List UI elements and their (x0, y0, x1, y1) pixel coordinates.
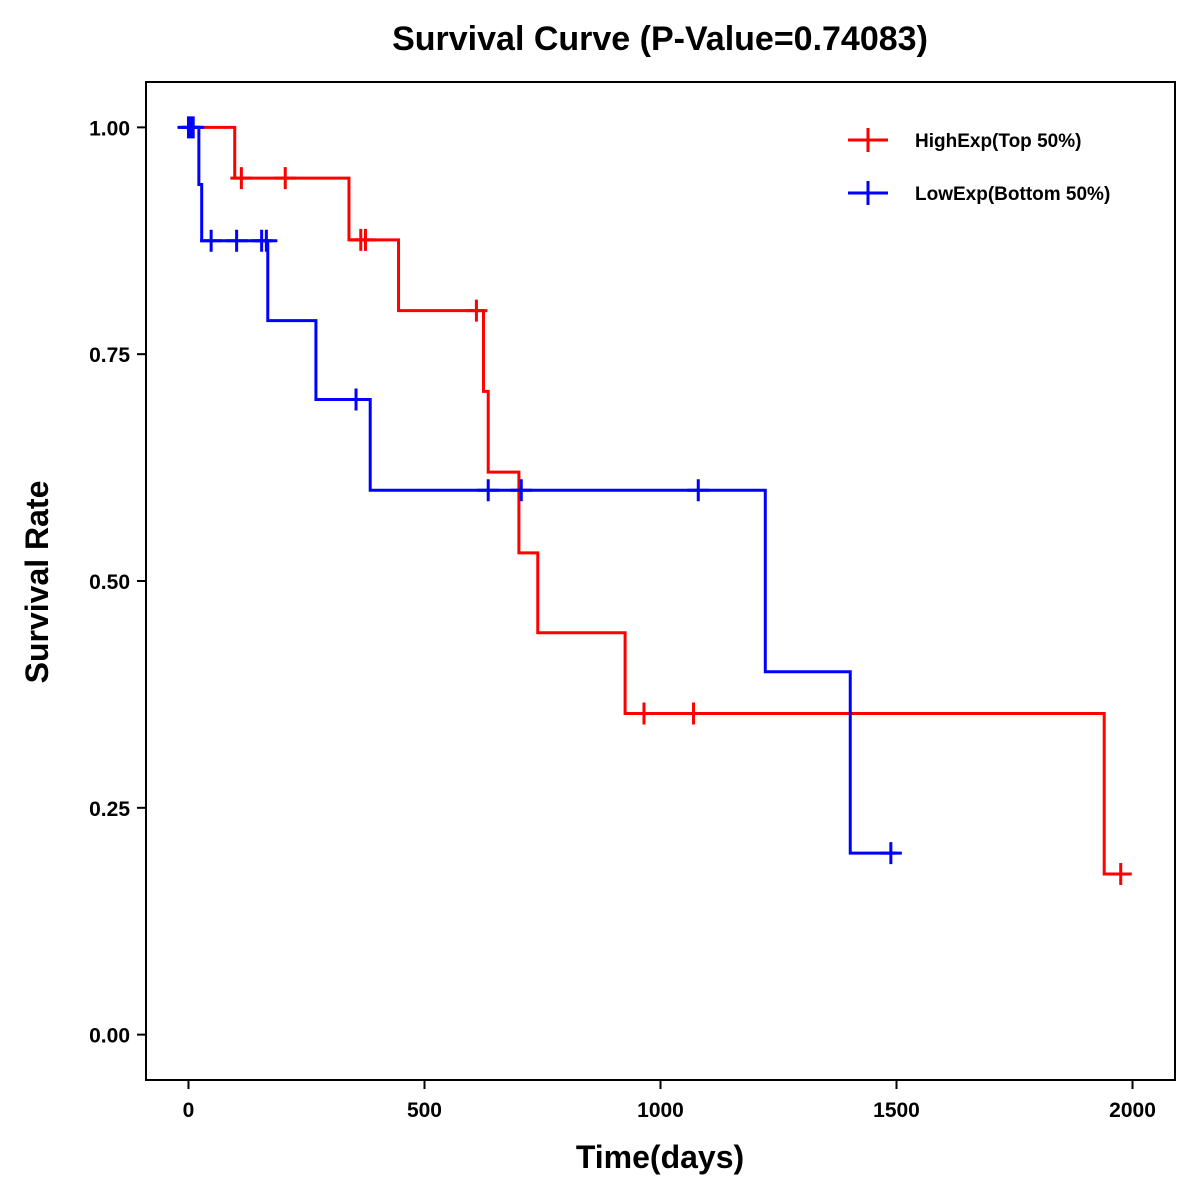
x-tick-label: 0 (183, 1099, 195, 1122)
censor-mark (1109, 863, 1132, 886)
censor-mark (200, 229, 223, 252)
censor-mark (632, 702, 655, 725)
legend: HighExp(Top 50%) LowExp(Bottom 50%) (848, 128, 1110, 205)
censor-mark (354, 228, 377, 251)
y-tick-label: 0.25 (89, 798, 130, 821)
censor-mark (225, 229, 248, 252)
censor-mark (465, 299, 488, 322)
x-tick-label: 1500 (873, 1099, 920, 1122)
censor-mark (345, 388, 368, 411)
chart-title: Survival Curve (P-Value=0.74083) (392, 20, 928, 58)
censor-mark (510, 479, 533, 502)
censor-mark (682, 702, 705, 725)
censor-mark (879, 842, 902, 865)
legend-label: LowExp(Bottom 50%) (915, 184, 1110, 205)
y-tick-label: 1.00 (89, 117, 130, 140)
censor-mark (274, 167, 297, 190)
censor-mark (477, 479, 500, 502)
legend-key-low (848, 181, 888, 205)
y-tick-label: 0.00 (89, 1025, 130, 1048)
y-axis: 0.00 0.25 0.50 0.75 1.00 (89, 117, 146, 1048)
x-axis-title: Time(days) (576, 1139, 744, 1175)
survival-curve-low (188, 125, 897, 855)
y-tick-label: 0.50 (89, 571, 130, 594)
censor-mark (182, 116, 205, 139)
x-tick-label: 2000 (1109, 1099, 1156, 1122)
survival-curve-high (188, 125, 1121, 876)
censor-mark (687, 479, 710, 502)
censor-mark (230, 167, 253, 190)
plot-curves (177, 116, 1132, 886)
y-tick-label: 0.75 (89, 344, 130, 367)
x-tick-label: 1000 (637, 1099, 684, 1122)
x-tick-label: 500 (407, 1099, 442, 1122)
x-axis: 0 500 1000 1500 2000 (183, 1080, 1156, 1122)
y-axis-title: Survival Rate (19, 481, 55, 684)
legend-label: HighExp(Top 50%) (915, 131, 1081, 152)
censor-mark (255, 229, 278, 252)
legend-key-high (848, 128, 888, 152)
